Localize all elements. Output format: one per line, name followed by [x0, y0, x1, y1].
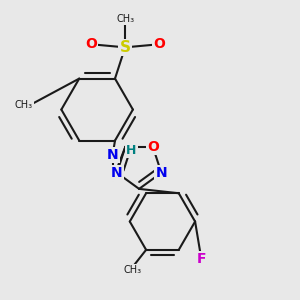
Text: N: N — [107, 148, 118, 162]
Text: N: N — [111, 166, 123, 180]
Text: F: F — [196, 252, 206, 266]
Text: CH₃: CH₃ — [15, 100, 33, 110]
Text: CH₃: CH₃ — [116, 14, 134, 24]
Text: O: O — [85, 37, 97, 51]
Text: CH₃: CH₃ — [124, 265, 142, 275]
Text: O: O — [147, 140, 159, 154]
Text: H: H — [126, 144, 136, 157]
Text: O: O — [153, 37, 165, 51]
Text: S: S — [120, 40, 130, 55]
Text: N: N — [155, 166, 167, 180]
